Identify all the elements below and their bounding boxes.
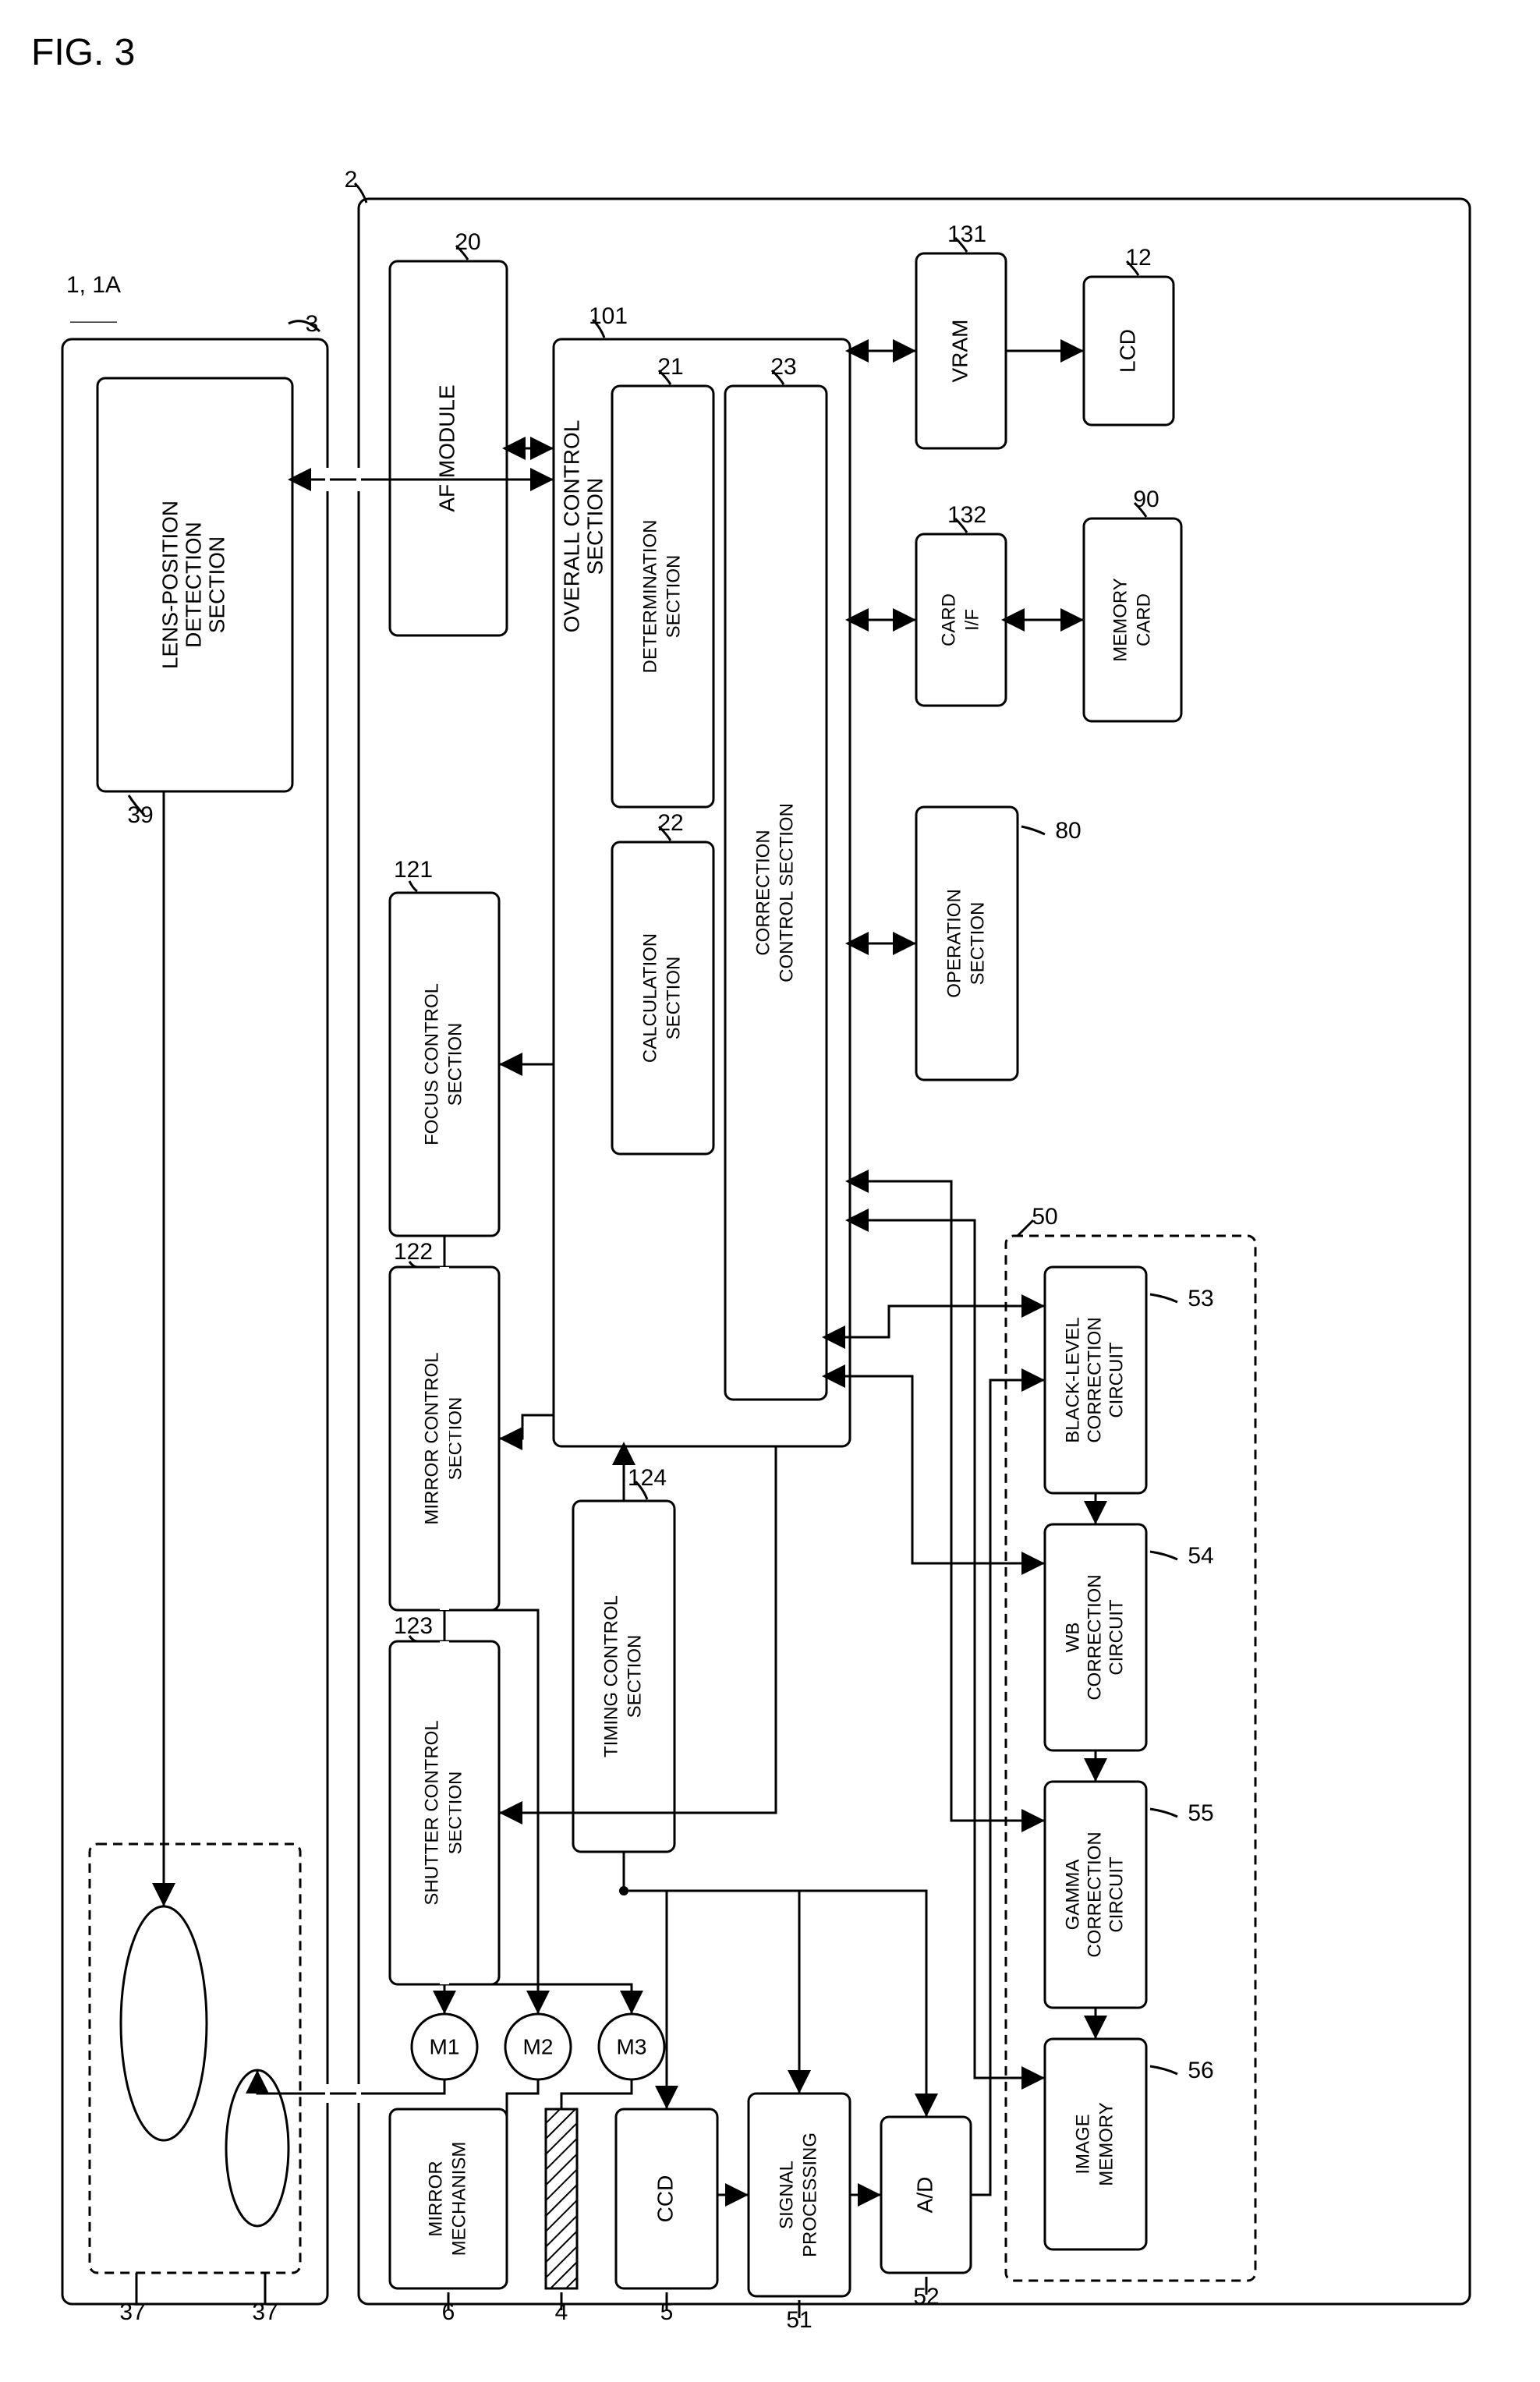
ref-wb: 54 <box>1188 1543 1213 1569</box>
focus-label-1: FOCUS CONTROL <box>421 983 442 1145</box>
memcard-label-1: MEMORY <box>1110 578 1131 662</box>
det-label-2: SECTION <box>663 555 684 639</box>
svg-text:LENS-POSITION: LENS-POSITION <box>158 501 182 669</box>
gap-cover-2 <box>325 468 330 491</box>
wire-m3-shutter <box>561 2079 632 2109</box>
mirror-label-1: MIRROR CONTROL <box>421 1352 442 1524</box>
leader-icon <box>1150 1552 1177 1559</box>
imgmem-label-2: MEMORY <box>1096 2102 1117 2186</box>
timing-label-2: SECTION <box>624 1635 645 1718</box>
ref-vram: 131 <box>947 221 986 247</box>
ref-black: 53 <box>1188 1286 1213 1311</box>
ref-af: 20 <box>455 229 480 255</box>
black-label-3: CIRCUIT <box>1106 1342 1127 1418</box>
line-mask <box>440 1267 449 1610</box>
leader-icon <box>1021 826 1045 834</box>
focus-label-2: SECTION <box>444 1023 466 1106</box>
leader-icon <box>1150 1294 1177 1302</box>
ref-op: 80 <box>1055 818 1081 844</box>
ref-gamma: 55 <box>1188 1800 1213 1826</box>
svg-text:SECTION: SECTION <box>204 536 228 633</box>
ref-shutter: 123 <box>394 1613 433 1639</box>
diagram-svg: 1, 1A ＿＿ 3 LENS-POSITION DETECTION SECTI… <box>31 90 1509 2351</box>
svg-text:DETECTION: DETECTION <box>181 522 205 648</box>
arrow-corr-wb <box>827 1376 1045 1563</box>
leader-icon <box>1018 1220 1033 1236</box>
wb-label-1: WB <box>1062 1623 1083 1653</box>
ref-timing: 124 <box>628 1465 667 1491</box>
ref-lens-pos: 39 <box>127 802 153 828</box>
m2-label: M2 <box>523 2034 554 2058</box>
gap-cover-3 <box>356 2084 361 2103</box>
shutter-label-1: SHUTTER CONTROL <box>421 1720 442 1905</box>
underline-icon: ＿＿ <box>70 299 117 325</box>
arrow-shutter-m3 <box>468 1984 632 2014</box>
af-module-label: AF MODULE <box>434 384 458 511</box>
lcd-label: LCD <box>1115 329 1139 373</box>
imgmem-label-1: IMAGE <box>1072 2114 1093 2174</box>
shutter-plate <box>546 2109 577 2288</box>
cardif-label-2: I/F <box>961 609 982 631</box>
m3-label: M3 <box>617 2034 647 2058</box>
ref-cardif: 132 <box>947 502 986 528</box>
leader-icon <box>355 183 366 203</box>
ref-calc: 22 <box>657 810 683 836</box>
ad-label: A/D <box>912 2177 936 2214</box>
sigproc-label-1: SIGNAL <box>776 2161 797 2229</box>
wb-label-3: CIRCUIT <box>1106 1599 1127 1676</box>
mirrormech-label-1: MIRROR <box>425 2161 446 2236</box>
ref-lcd: 12 <box>1125 245 1151 271</box>
ref-body: 2 <box>345 167 358 193</box>
gap-cover <box>356 468 361 491</box>
black-label-2: CORRECTION <box>1084 1317 1105 1442</box>
ccd-label: CCD <box>653 2175 677 2223</box>
arrow-overall-gamma <box>850 1181 1045 1821</box>
vram-label: VRAM <box>947 320 972 383</box>
leader-icon <box>1150 1809 1177 1817</box>
leader-icon <box>1150 2066 1177 2074</box>
arrow-timing-ad <box>624 1891 926 2117</box>
calc-label-2: SECTION <box>663 957 684 1040</box>
arrow-overall-imgmem <box>850 1220 1045 2078</box>
arrow-corr-black <box>827 1306 1045 1337</box>
arrow-m1-lens <box>257 2070 444 2094</box>
memcard-label-2: CARD <box>1133 593 1154 646</box>
corr-label-2: CONTROL SECTION <box>776 803 797 982</box>
mirrormech-label-2: MECHANISM <box>448 2142 469 2256</box>
cardif-label-1: CARD <box>938 593 959 646</box>
wire-m2-mirror <box>507 2079 538 2117</box>
line-mask2 <box>440 1641 449 1984</box>
ref-sigblock: 50 <box>1032 1204 1057 1230</box>
ref-mirror: 122 <box>394 1239 433 1265</box>
ref-lens-37a: 37 <box>119 2299 145 2325</box>
arrow-ad-black <box>971 1380 1045 2195</box>
ref-det: 21 <box>657 354 683 380</box>
op-label-1: OPERATION <box>943 889 965 998</box>
ref-corr: 23 <box>770 354 796 380</box>
gamma-label-2: CORRECTION <box>1084 1832 1105 1957</box>
arrow-overall-mirror <box>499 1415 554 1439</box>
corr-label-1: CORRECTION <box>752 830 774 955</box>
gamma-label-3: CIRCUIT <box>1106 1856 1127 1933</box>
m1-label: M1 <box>430 2034 460 2058</box>
wb-label-2: CORRECTION <box>1084 1574 1105 1700</box>
lens-ellipse-1 <box>121 1906 207 2140</box>
ref-imgmem: 56 <box>1188 2058 1213 2083</box>
ref-system: 1, 1A <box>66 272 121 298</box>
ref-focus: 121 <box>394 857 433 883</box>
gap-cover-4 <box>325 2084 330 2103</box>
overall-label-2: SECTION <box>582 478 607 575</box>
ref-memcard: 90 <box>1133 487 1159 512</box>
op-label-2: SECTION <box>967 902 988 986</box>
overall-label-1: OVERALL CONTROL <box>559 420 583 633</box>
det-label-1: DETERMINATION <box>639 520 660 674</box>
gamma-label-1: GAMMA <box>1062 1860 1083 1931</box>
timing-label-1: TIMING CONTROL <box>600 1595 621 1757</box>
ref-overall: 101 <box>589 303 628 329</box>
calc-label-1: CALCULATION <box>639 933 660 1063</box>
black-label-1: BLACK-LEVEL <box>1062 1317 1083 1442</box>
body-box <box>359 199 1470 2304</box>
sigproc-label-2: PROCESSING <box>799 2132 820 2257</box>
figure-title: FIG. 3 <box>31 31 1509 74</box>
